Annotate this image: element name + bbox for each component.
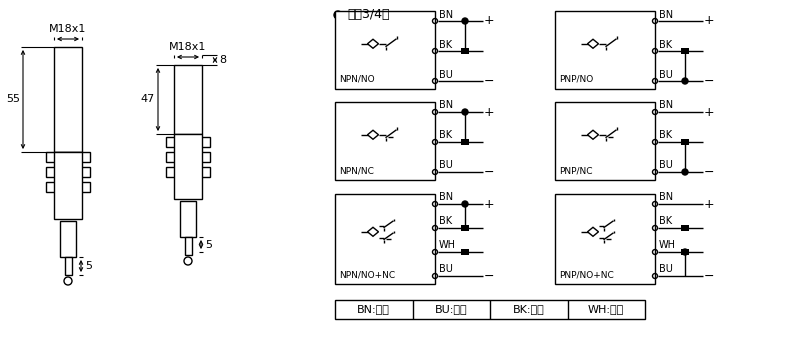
Text: PNP/NO: PNP/NO: [559, 75, 594, 84]
Bar: [335, 11, 435, 89]
Bar: [335, 300, 645, 319]
Bar: [166, 167, 210, 177]
Text: +: +: [704, 14, 714, 27]
Text: −: −: [704, 75, 714, 88]
Text: WH: WH: [439, 240, 456, 251]
Text: −: −: [484, 75, 494, 88]
Bar: [681, 139, 689, 145]
Text: BN:棕色: BN:棕色: [358, 304, 390, 314]
Text: 47: 47: [141, 94, 155, 105]
Bar: [335, 194, 435, 284]
Text: BU: BU: [659, 264, 673, 275]
Text: +: +: [704, 106, 714, 119]
Text: BU: BU: [439, 69, 453, 80]
Text: PNP/NC: PNP/NC: [559, 166, 593, 175]
Text: M18x1: M18x1: [170, 42, 206, 52]
Circle shape: [682, 249, 688, 255]
Circle shape: [334, 11, 342, 19]
Bar: [166, 137, 210, 147]
Text: BK: BK: [439, 216, 452, 226]
Circle shape: [462, 109, 468, 115]
Text: +: +: [484, 197, 494, 210]
Text: BK: BK: [659, 39, 672, 50]
Text: BU: BU: [439, 161, 453, 170]
Text: BU: BU: [439, 264, 453, 275]
Bar: [46, 167, 90, 177]
Bar: [46, 152, 90, 162]
Text: −: −: [484, 165, 494, 178]
Text: M18x1: M18x1: [50, 24, 86, 34]
Circle shape: [462, 201, 468, 207]
Text: BN: BN: [659, 193, 673, 202]
Text: −: −: [484, 270, 494, 283]
Text: NPN/NO: NPN/NO: [339, 75, 374, 84]
Bar: [681, 249, 689, 255]
Text: −: −: [704, 165, 714, 178]
Bar: [461, 139, 469, 145]
Bar: [555, 102, 655, 180]
Text: +: +: [484, 106, 494, 119]
Bar: [174, 134, 202, 199]
Bar: [54, 47, 82, 152]
Circle shape: [682, 78, 688, 84]
Text: BU: BU: [659, 161, 673, 170]
Text: 5: 5: [85, 261, 92, 271]
Circle shape: [462, 18, 468, 24]
Text: WH:白色: WH:白色: [588, 304, 624, 314]
Text: BK: BK: [439, 131, 452, 140]
Bar: [461, 48, 469, 54]
Text: BK:黑色: BK:黑色: [513, 304, 545, 314]
Text: PNP/NO+NC: PNP/NO+NC: [559, 270, 614, 279]
Bar: [180, 201, 196, 237]
Bar: [461, 249, 469, 255]
Text: NPN/NC: NPN/NC: [339, 166, 374, 175]
Bar: [65, 257, 71, 275]
Text: NPN/NO+NC: NPN/NO+NC: [339, 270, 395, 279]
Text: 5: 5: [205, 239, 212, 250]
Text: BU: BU: [659, 69, 673, 80]
Bar: [174, 65, 202, 134]
Text: BN: BN: [439, 193, 453, 202]
Bar: [681, 48, 689, 54]
Circle shape: [682, 169, 688, 175]
Text: +: +: [484, 14, 494, 27]
Bar: [60, 221, 76, 257]
Bar: [185, 237, 191, 255]
Bar: [681, 225, 689, 231]
Text: WH: WH: [659, 240, 676, 251]
Text: BK: BK: [659, 216, 672, 226]
Bar: [555, 11, 655, 89]
Bar: [335, 102, 435, 180]
Text: +: +: [704, 197, 714, 210]
Bar: [46, 182, 90, 192]
Bar: [461, 225, 469, 231]
Text: BN: BN: [439, 101, 453, 111]
Text: BN: BN: [659, 10, 673, 19]
Bar: [555, 194, 655, 284]
Text: BN: BN: [659, 101, 673, 111]
Text: BN: BN: [439, 10, 453, 19]
Text: 直涁3/4线: 直涁3/4线: [347, 8, 390, 21]
Text: BU:兰色: BU:兰色: [435, 304, 467, 314]
Text: BK: BK: [439, 39, 452, 50]
Text: −: −: [704, 270, 714, 283]
Text: BK: BK: [659, 131, 672, 140]
Bar: [166, 152, 210, 162]
Bar: [54, 152, 82, 219]
Text: 8: 8: [219, 55, 226, 65]
Text: 55: 55: [6, 94, 20, 105]
